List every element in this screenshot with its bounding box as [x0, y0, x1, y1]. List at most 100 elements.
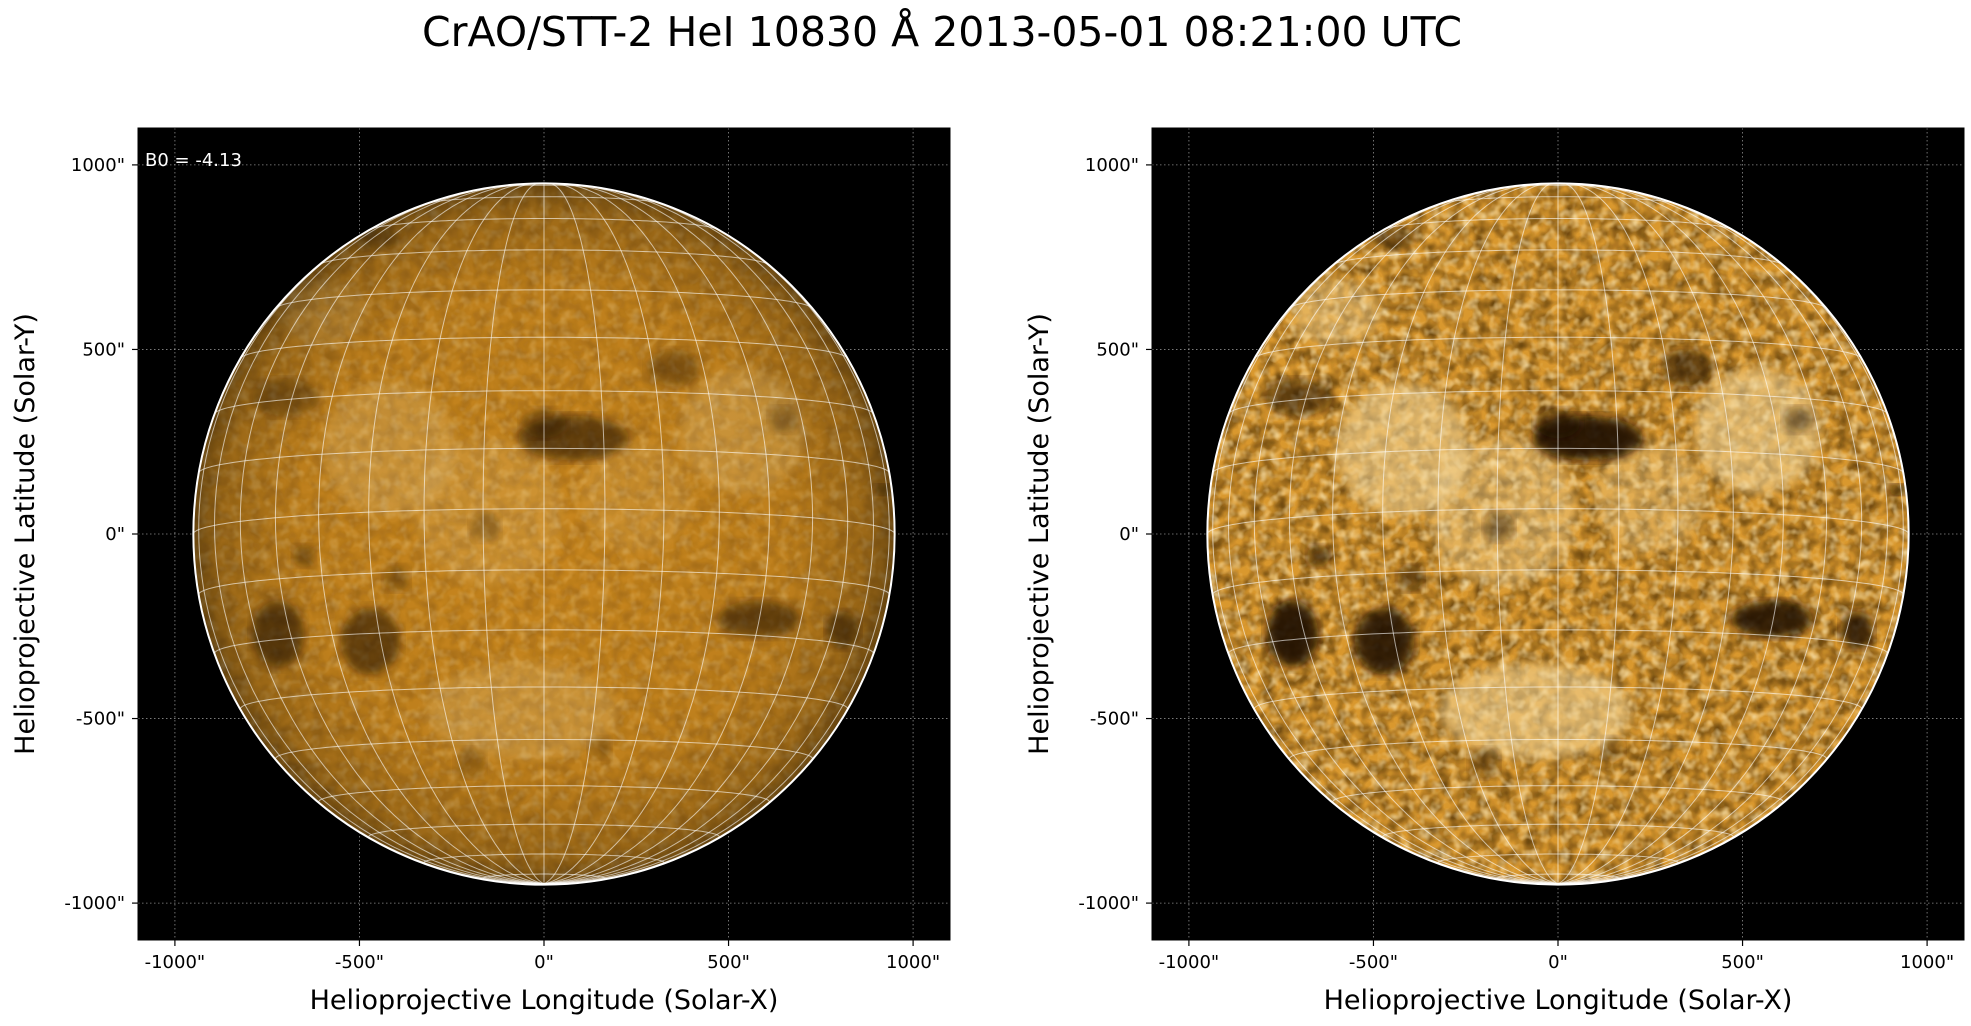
dark-filament [1731, 600, 1813, 638]
latitude-gridline [239, 686, 849, 710]
longitude-gridline [543, 184, 814, 885]
latitude-gridline [214, 390, 874, 414]
panel-right: -1000" -500" 0" 500" 1000" 1000" 500" 0" -500" -1… [1024, 127, 1965, 1016]
latitude-gridline [1212, 447, 1904, 473]
latitude-gridline [318, 785, 770, 803]
plot-frame [137, 127, 951, 941]
y-tick-label: 1000" [71, 155, 125, 176]
dark-filament [1602, 737, 1625, 760]
heliographic-grid [192, 182, 896, 886]
y-tick-label: -500" [76, 709, 125, 730]
y-tick-label: 0" [1119, 524, 1139, 545]
y-tick-label: 0" [105, 524, 125, 545]
latitude-gridline [370, 218, 718, 230]
longitude-gridline [239, 186, 545, 885]
solar-limb [1206, 182, 1910, 886]
latitude-gridline [1440, 196, 1676, 205]
latitude-gridline [275, 289, 813, 309]
dark-filament [1469, 748, 1499, 778]
axis-ticks: -1000" -500" 0" 500" 1000" 1000" 500" 0" -500" -1… [1078, 155, 1954, 973]
dark-filament [1266, 378, 1333, 416]
longitude-gridline [318, 183, 545, 885]
y-tick-label: 500" [82, 339, 125, 360]
latitude-gridline [192, 508, 896, 535]
dark-filament [1888, 484, 1907, 496]
latitude-gridline [1212, 569, 1904, 595]
longitude-gridline [543, 183, 720, 885]
longitude-gridline [1332, 183, 1559, 885]
panel-left: -1000" -500" 0" 500" 1000" 1000" 500" 0" -500" -1… [10, 127, 951, 1016]
longitude-gridline [1557, 183, 1620, 885]
dark-filament [1397, 565, 1424, 592]
x-axis-label: Helioprojective Longitude (Solar-X) [310, 985, 779, 1016]
latitude-gridline [426, 196, 662, 205]
longitude-gridline [274, 184, 545, 885]
latitude-gridline [482, 873, 606, 879]
latitude-gridline [423, 853, 665, 863]
axis-ticks: -1000" -500" 0" 500" 1000" 1000" 500" 0" -500" -1… [64, 155, 940, 973]
x-tick-label: 1000" [886, 952, 940, 973]
b0-annotation: B0 = -4.13 [145, 150, 242, 171]
dark-filament [1266, 600, 1319, 667]
latitude-gridline [1228, 390, 1888, 414]
latitude-gridline [214, 629, 874, 654]
y-axis-label: Helioprojective Latitude (Solar-Y) [10, 313, 41, 755]
longitude-gridline [543, 186, 849, 885]
latitude-gridline [274, 739, 814, 759]
dark-filament [1840, 611, 1874, 649]
solar-limb [192, 182, 896, 886]
dark-filament [1484, 511, 1514, 542]
x-tick-label: 0" [1548, 952, 1568, 973]
latitude-gridline [1254, 336, 1862, 358]
latitude-gridline [1206, 508, 1910, 535]
longitude-gridline [1496, 183, 1559, 885]
figure-title: CrAO/STT-2 HeI 10830 Å 2013-05-01 08:21:… [422, 8, 1462, 56]
latitude-gridline [198, 569, 890, 595]
latitude-gridline [1333, 249, 1783, 265]
longitude-gridline [482, 183, 545, 885]
longitude-gridline [1253, 186, 1559, 885]
latitude-gridline [1382, 823, 1734, 837]
latitude-gridline [240, 336, 848, 358]
x-tick-label: -500" [1349, 952, 1398, 973]
x-tick-label: 500" [707, 952, 750, 973]
latitude-gridline [319, 249, 769, 265]
y-tick-label: -1000" [1078, 893, 1139, 914]
dark-filament [1355, 607, 1415, 675]
longitude-gridline [543, 183, 665, 885]
y-tick-label: 1000" [1085, 155, 1139, 176]
longitude-gridline [1382, 183, 1559, 885]
longitude-gridline [1557, 183, 1734, 885]
longitude-gridline [368, 183, 545, 885]
bright-region [1428, 438, 1577, 586]
x-tick-label: 500" [1721, 952, 1764, 973]
x-tick-label: -500" [335, 952, 384, 973]
bright-region [1694, 367, 1821, 494]
longitude-gridline [1557, 183, 1784, 885]
longitude-gridline [1437, 183, 1559, 885]
latitude-gridline [1289, 289, 1827, 309]
latitude-gridline [1332, 785, 1784, 803]
latitude-gridline [1288, 739, 1828, 759]
dark-filament [1661, 349, 1714, 387]
heliographic-grid [1206, 182, 1910, 886]
longitude-gridline [1557, 183, 1679, 885]
dark-filament [1307, 545, 1330, 568]
y-axis-label: Helioprojective Latitude (Solar-Y) [1024, 313, 1055, 755]
latitude-gridline [1496, 873, 1620, 879]
latitude-gridline [1384, 218, 1732, 230]
y-tick-label: -500" [1090, 709, 1139, 730]
x-axis-label: Helioprojective Longitude (Solar-X) [1324, 985, 1793, 1016]
y-tick-label: -1000" [64, 893, 125, 914]
y-tick-label: 500" [1096, 339, 1139, 360]
x-tick-label: -1000" [1159, 952, 1220, 973]
latitude-gridline [1437, 853, 1679, 863]
longitude-gridline [1557, 184, 1828, 885]
dark-filament [1369, 227, 1415, 250]
longitude-gridline [543, 183, 606, 885]
x-tick-label: -1000" [145, 952, 206, 973]
plot-frame [1151, 127, 1965, 941]
latitude-gridline [1253, 686, 1863, 710]
x-tick-label: 0" [534, 952, 554, 973]
